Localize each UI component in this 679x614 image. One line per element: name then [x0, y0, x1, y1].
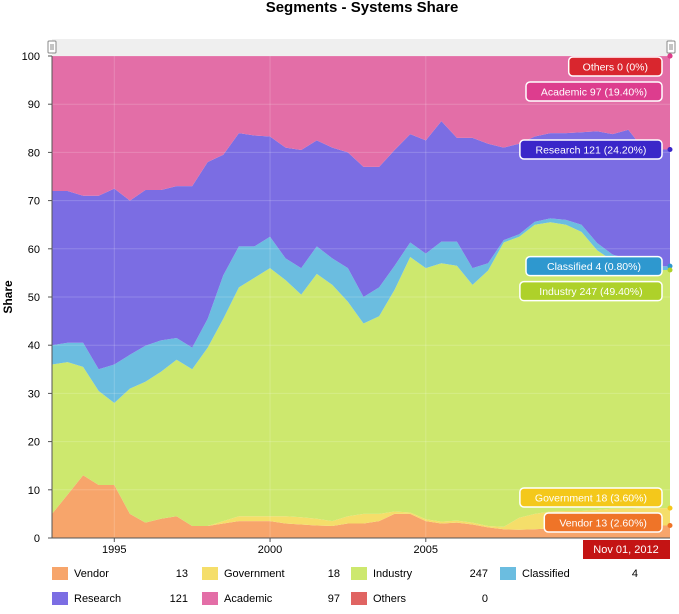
bubble-research: Research 121 (24.20%) — [519, 139, 663, 160]
bubble-academic: Academic 97 (19.40%) — [525, 81, 663, 102]
legend-label: Classified — [522, 568, 570, 580]
bubble-box — [543, 512, 663, 533]
legend-value: 18 — [327, 568, 340, 580]
scrollbar-track[interactable] — [52, 39, 672, 56]
bubble-vendor: Vendor 13 (2.60%) — [543, 512, 663, 533]
bubble-box — [567, 56, 663, 77]
plot-areas — [52, 56, 670, 538]
y-tick-label: 30 — [28, 388, 40, 400]
scrollbar-right-handle[interactable] — [666, 40, 676, 54]
bubble-box — [519, 139, 663, 160]
legend-item-others[interactable]: Others 0 — [351, 591, 491, 609]
area-classified — [52, 218, 670, 403]
y-tick-label: 60 — [28, 244, 40, 256]
y-tick-label: 50 — [28, 292, 40, 304]
bubble-label: Industry 247 (49.40%) — [539, 286, 642, 298]
legend-swatch — [52, 567, 68, 580]
chart: Segments - Systems Share 0 10 20 30 40 50 60 70… — [1, 0, 676, 559]
end-marker-vendor — [667, 522, 673, 528]
legend-label: Industry — [373, 568, 413, 580]
x-tick-label: 2005 — [414, 544, 438, 556]
bubble-box — [519, 487, 663, 508]
end-marker-government — [667, 505, 673, 511]
legend-swatch — [202, 592, 218, 605]
legend-value: 121 — [169, 593, 188, 605]
bubble-label: Government 18 (3.60%) — [535, 493, 647, 505]
legend-label: Vendor — [74, 568, 109, 580]
legend-item-research[interactable]: Research 121 — [52, 591, 192, 609]
y-axis: 0 10 20 30 40 50 60 70 80 90 100 — [22, 51, 53, 545]
legend-swatch — [52, 592, 68, 605]
legend-value: 0 — [481, 593, 488, 605]
bubble-classified: Classified 4 (0.80%) — [525, 255, 663, 277]
legend: Vendor 13 Government 18 Industry 247 Cla… — [52, 566, 672, 610]
bubble-box — [519, 280, 663, 302]
chart-title: Segments - Systems Share — [266, 0, 459, 16]
legend-label: Academic — [224, 593, 273, 605]
area-academic — [52, 56, 670, 201]
bubble-government: Government 18 (3.60%) — [519, 487, 663, 508]
area-industry — [52, 222, 670, 527]
legend-value: 97 — [327, 593, 340, 605]
bubble-industry: Industry 247 (49.40%) — [519, 280, 663, 302]
x-tick-label: 2000 — [258, 544, 282, 556]
y-tick-label: 90 — [28, 99, 40, 111]
legend-item-academic[interactable]: Academic 97 — [202, 591, 342, 609]
bubble-box — [525, 81, 663, 102]
bubble-others: Others 0 (0%) — [567, 56, 663, 77]
y-tick-label: 80 — [28, 147, 40, 159]
y-tick-label: 100 — [22, 51, 40, 63]
y-axis-label: Share — [1, 280, 15, 314]
y-tick-label: 0 — [34, 533, 40, 545]
legend-value: 247 — [469, 568, 488, 580]
end-marker-research — [667, 147, 673, 153]
y-tick-label: 70 — [28, 196, 40, 208]
end-marker-industry — [667, 267, 673, 273]
y-tick-label: 10 — [28, 485, 40, 497]
legend-swatch — [202, 567, 218, 580]
bubble-label: Academic 97 (19.40%) — [541, 87, 647, 99]
legend-swatch — [351, 592, 367, 605]
end-marker-academic — [667, 53, 673, 59]
bubble-label: Vendor 13 (2.60%) — [559, 518, 647, 530]
x-axis: 1995 2000 2005 — [52, 537, 670, 556]
legend-label: Research — [74, 593, 122, 605]
value-bubbles: Others 0 (0%) Academic 97 (19.40%) Researc… — [519, 56, 663, 533]
end-marker-classified — [667, 263, 673, 269]
cursor-date: Nov 01, 2012 — [593, 544, 658, 556]
legend-swatch — [351, 567, 367, 580]
bubble-label: Others 0 (0%) — [583, 62, 648, 74]
legend-value: 13 — [175, 568, 188, 580]
legend-item-government[interactable]: Government 18 — [202, 566, 342, 584]
legend-label: Government — [224, 568, 285, 580]
bubble-box — [525, 255, 663, 277]
legend-item-classified[interactable]: Classified 4 — [500, 566, 640, 584]
legend-item-industry[interactable]: Industry 247 — [351, 566, 491, 584]
legend-item-vendor[interactable]: Vendor 13 — [52, 566, 192, 584]
legend-swatch — [500, 567, 516, 580]
legend-label: Others — [373, 593, 407, 605]
area-research — [52, 121, 670, 370]
cursor-date-badge: Nov 01, 2012 — [583, 540, 670, 559]
x-tick-label: 1995 — [102, 544, 126, 556]
bubble-label: Research 121 (24.20%) — [535, 145, 646, 157]
legend-value: 4 — [631, 568, 638, 580]
end-markers — [667, 53, 673, 528]
y-tick-label: 40 — [28, 340, 40, 352]
bubble-label: Classified 4 (0.80%) — [547, 261, 641, 273]
scrollbar-left-handle[interactable] — [47, 40, 57, 54]
y-tick-label: 20 — [28, 437, 40, 449]
